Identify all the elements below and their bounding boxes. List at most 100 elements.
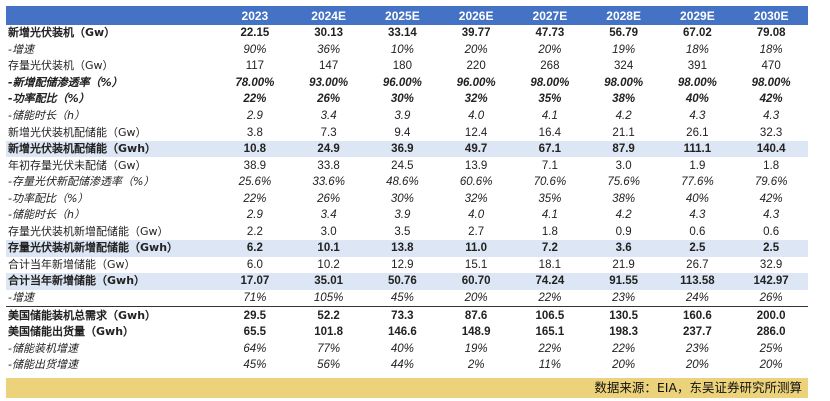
table-cell: 3.4: [320, 110, 337, 122]
table-cell: 470: [761, 60, 781, 73]
table-cell: 3.9: [394, 110, 411, 122]
table-cell: 91.55: [586, 273, 661, 290]
table-cell: 20%: [685, 359, 709, 372]
table-cell: 20%: [464, 43, 488, 56]
table-cell: 6.0: [246, 258, 263, 271]
table-cell: 98.00%: [604, 76, 644, 89]
table-cell: 67.02: [682, 27, 712, 40]
table-cell: 2.9: [246, 209, 263, 222]
year-header: 2026E: [439, 6, 513, 25]
table-cell: 3.4: [320, 209, 337, 222]
table-cell: 79.08: [756, 27, 786, 40]
table-cell: 2.5: [734, 240, 808, 257]
table-cell: 4.3: [763, 209, 780, 222]
table-cell: 22%: [538, 342, 562, 355]
table-cell: 70.6%: [533, 176, 567, 189]
row-label: 存量光伏装机新增配储能（Gwh）: [6, 240, 218, 257]
table-cell: 24.5: [391, 159, 414, 172]
table-row: 美国储能出货量（Gwh） 65.5 101.8 146.6 148.9 165.1 198.…: [6, 324, 808, 341]
year-header: 2029E: [660, 6, 735, 25]
table-cell: 23%: [685, 342, 709, 355]
row-label: 新增光伏装机配储能（Gw）: [8, 125, 147, 139]
year-header: 2025E: [365, 6, 440, 25]
header-corner: [6, 6, 218, 25]
table-cell: 20%: [538, 43, 562, 56]
table-cell: 35%: [538, 192, 562, 205]
table-cell: 21.9: [612, 258, 635, 271]
table-cell: 10.2: [317, 258, 340, 271]
table-cell: 15.1: [464, 258, 488, 271]
table-cell: 148.9: [461, 326, 491, 339]
table-cell: 13.9: [464, 159, 488, 172]
table-cell: 26%: [317, 192, 341, 205]
table-cell: 30.13: [314, 27, 344, 40]
table-row: 存量光伏装机新增配储能（Gwh） 6.2 10.1 13.8 11.0 7.2 3.6 2.5…: [6, 240, 808, 257]
table-row: 新增光伏装机（Gw） 22.15 30.13 33.14 39.77 47.73 56.79…: [6, 25, 808, 42]
table-body: 新增光伏装机（Gw） 22.15 30.13 33.14 39.77 47.73 56.79…: [6, 25, 808, 373]
table-cell: 98.00%: [677, 76, 717, 89]
table-cell: 391: [687, 60, 707, 73]
table-cell: 32.9: [759, 258, 783, 271]
table-cell: 77%: [317, 342, 341, 355]
table-cell: 26.1: [686, 126, 709, 139]
table-cell: 1.8: [763, 159, 780, 172]
table-cell: 30%: [390, 192, 414, 205]
table-cell: 324: [614, 60, 634, 73]
table-cell: 10%: [390, 43, 414, 56]
row-label: -功率配比（%）: [8, 191, 89, 205]
table-cell: 22%: [538, 292, 562, 305]
row-label: 美国储能装机总需求（Gwh）: [6, 306, 218, 324]
table-cell: 40%: [685, 93, 709, 106]
table-cell: 33.6%: [312, 176, 345, 189]
table-cell: 98.00%: [530, 76, 570, 89]
table-cell: 29.5: [218, 306, 292, 324]
table-row: 新增光伏装机配储能（Gwh） 10.8 24.9 36.9 49.7 67.1 87.9 11…: [6, 140, 808, 158]
table-cell: 3.5: [394, 225, 411, 238]
table-row: 存量光伏装机新增配储能（Gw） 2.2 3.0 3.5 2.7 1.8 0.9 0.6 0.6: [6, 224, 808, 241]
table-cell: 268: [540, 60, 560, 73]
source-note: 数据来源：EIA，东吴证券研究所测算: [6, 378, 808, 398]
table-cell: 18%: [759, 43, 783, 56]
table-cell: 3.0: [320, 225, 337, 238]
table-row: 合计当年新增储能（Gwh） 17.07 35.01 50.76 60.70 74.24 91…: [6, 273, 808, 290]
table-cell: 11%: [538, 359, 561, 372]
table-cell: 93.00%: [309, 76, 349, 89]
table-row: -储能装机增速 64% 77% 40% 19% 22% 22% 23% 25%: [6, 340, 808, 357]
table-row: -增速 90% 36% 10% 20% 20% 19% 18% 18%: [6, 42, 808, 59]
table-cell: 30%: [390, 93, 414, 106]
table-cell: 200.0: [734, 306, 808, 324]
table-cell: 198.3: [609, 326, 639, 339]
table-cell: 17.07: [218, 273, 292, 290]
table-cell: 45%: [243, 359, 267, 372]
table-row: 美国储能装机总需求（Gwh） 29.5 52.2 73.3 87.6 106.5 130.5…: [6, 306, 808, 324]
table-cell: 33.14: [387, 27, 417, 40]
table-cell: 67.1: [513, 140, 587, 158]
table-cell: 48.6%: [386, 176, 419, 189]
table-cell: 38.9: [243, 159, 267, 172]
table-cell: 2.2: [246, 225, 263, 238]
table-row: -储能出货增速 45% 56% 44% 2% 11% 20% 20% 20%: [6, 357, 808, 374]
table-cell: 220: [466, 60, 486, 73]
year-header: 2024E: [291, 6, 366, 25]
table-cell: 1.9: [689, 159, 706, 172]
table-cell: 18.1: [538, 258, 562, 271]
table-cell: 19%: [464, 342, 488, 355]
table-cell: 101.8: [314, 326, 344, 339]
table-cell: 71%: [243, 292, 267, 305]
table-cell: 10.8: [218, 140, 292, 158]
table-cell: 21.1: [612, 126, 635, 139]
table-cell: 98.00%: [751, 76, 791, 89]
year-header: 2028E: [586, 6, 661, 25]
table-cell: 147: [319, 60, 339, 73]
table-cell: 142.97: [734, 273, 808, 290]
table-cell: 106.5: [513, 306, 587, 324]
row-label: 存量光伏装机新增配储能（Gw）: [8, 224, 169, 238]
table-cell: 44%: [390, 359, 414, 372]
table-cell: 4.1: [541, 110, 558, 122]
table-cell: 286.0: [756, 326, 786, 339]
table-row: 合计当年新增储能（Gw） 6.0 10.2 12.9 15.1 18.1 21.9 26.7 3…: [6, 257, 808, 274]
table-cell: 78.00%: [235, 76, 275, 89]
table-cell: 90%: [243, 43, 267, 56]
table-cell: 25.6%: [238, 176, 272, 189]
table-cell: 111.1: [660, 140, 735, 158]
